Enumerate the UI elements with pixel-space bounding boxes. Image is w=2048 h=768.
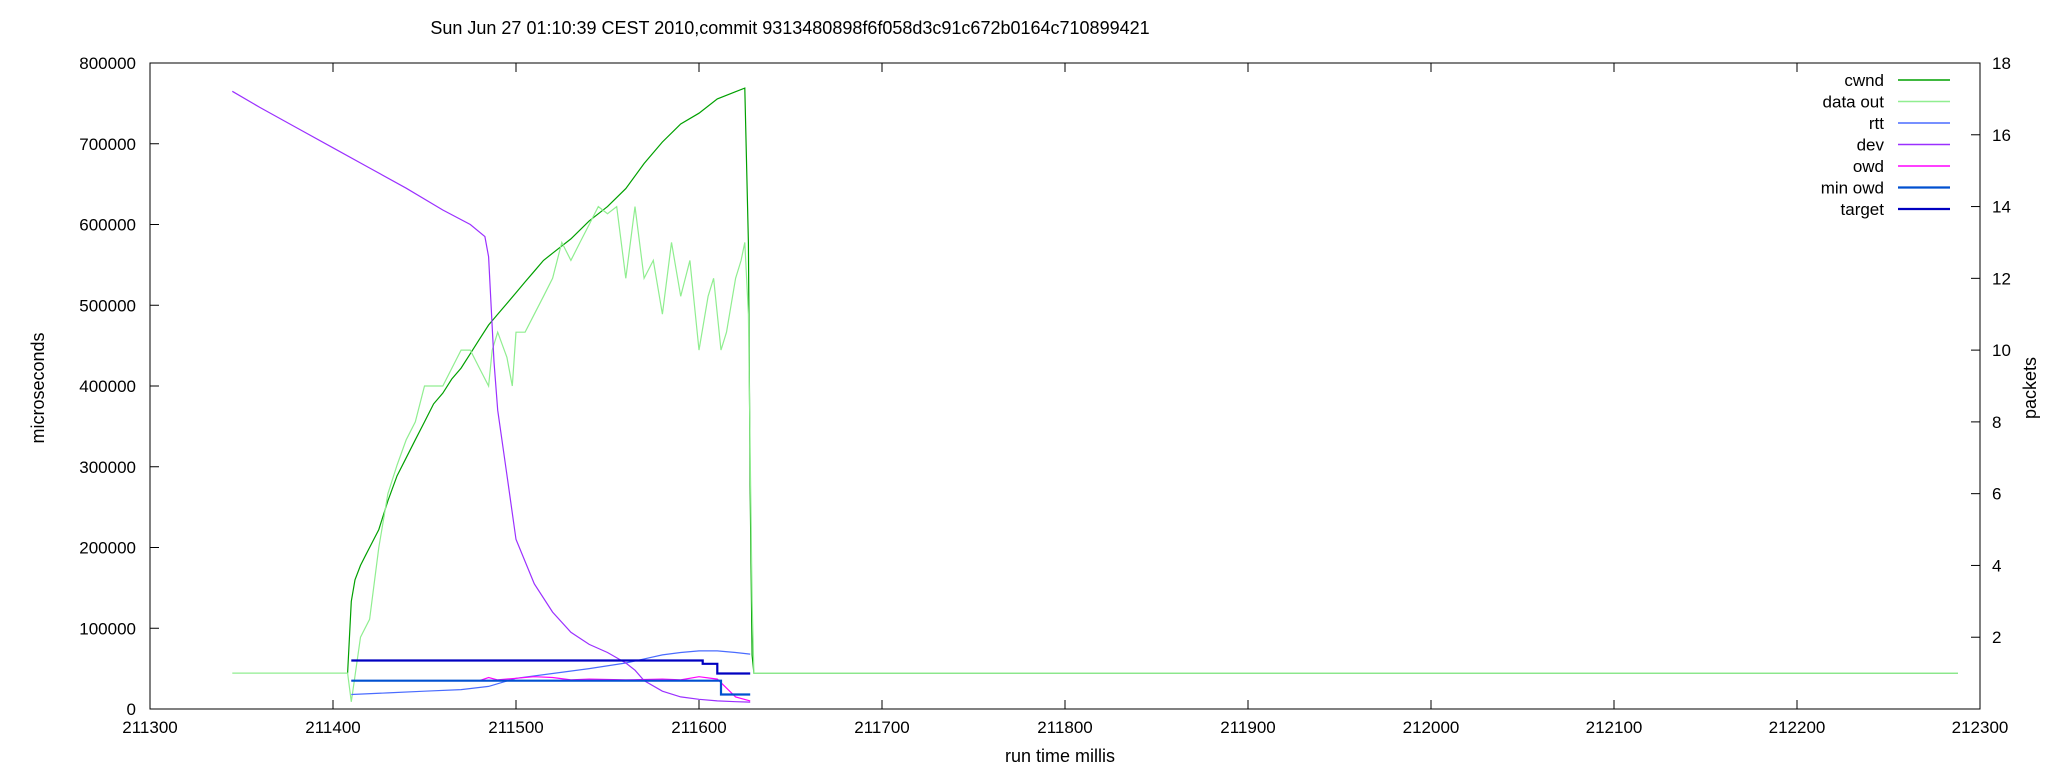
x-tick-label: 211500 <box>488 718 543 737</box>
series-line-rtt <box>351 650 751 696</box>
series-lines <box>231 87 1958 703</box>
x-tick-label: 211900 <box>1220 718 1275 737</box>
legend-label: target <box>1841 200 1885 219</box>
y-axis-label: microseconds <box>28 332 48 443</box>
x-tick-label: 212000 <box>1403 718 1460 737</box>
y-ticks: 0 100000 200000 300000 400000 500000 600000 700… <box>79 54 159 719</box>
series-line-min-owd <box>351 679 751 696</box>
chart-title: Sun Jun 27 01:10:39 CEST 2010,commit 931… <box>430 18 1149 38</box>
y2-tick-label: 4 <box>1992 556 2001 575</box>
x-tick-label: 211800 <box>1037 718 1092 737</box>
series-line-dev <box>231 90 751 703</box>
x-axis-label: run time millis <box>1005 746 1115 766</box>
y2-tick-label: 16 <box>1992 126 2011 145</box>
y2-tick-label: 8 <box>1992 413 2001 432</box>
y-tick-label: 400000 <box>79 377 136 396</box>
series-line-cwnd <box>347 87 1958 674</box>
series-line-data-out <box>232 205 1958 702</box>
legend-label: min owd <box>1821 179 1884 198</box>
legend-label: cwnd <box>1844 71 1884 90</box>
y-tick-label: 800000 <box>79 54 136 73</box>
y2-tick-label: 18 <box>1992 54 2011 73</box>
y-tick-label: 0 <box>127 700 136 719</box>
x-tick-label: 211600 <box>671 718 726 737</box>
legend: cwnd data out rtt dev owd min owd target <box>1821 71 1950 219</box>
x-tick-label: 211400 <box>305 718 360 737</box>
legend-label: data out <box>1823 93 1885 112</box>
legend-label: dev <box>1857 136 1885 155</box>
x-ticks: 211300 211400 211500 211600 211700 211800 2119… <box>122 63 2008 737</box>
y2-tick-label: 6 <box>1992 485 2001 504</box>
y2-ticks: 2 4 6 8 10 12 14 16 18 <box>1971 54 2011 647</box>
y2-axis-label: packets <box>2020 357 2040 419</box>
x-tick-label: 212200 <box>1769 718 1826 737</box>
y2-tick-label: 14 <box>1992 198 2011 217</box>
y-tick-label: 500000 <box>79 296 136 315</box>
legend-label: owd <box>1853 157 1884 176</box>
x-tick-label: 212100 <box>1586 718 1643 737</box>
y-tick-label: 600000 <box>79 216 136 235</box>
series-line-target <box>351 659 751 675</box>
y-tick-label: 300000 <box>79 458 136 477</box>
x-tick-label: 211700 <box>854 718 909 737</box>
x-tick-label: 212300 <box>1952 718 2009 737</box>
legend-label: rtt <box>1869 114 1884 133</box>
y2-tick-label: 12 <box>1992 269 2011 288</box>
y2-tick-label: 10 <box>1992 341 2011 360</box>
y2-tick-label: 2 <box>1992 628 2001 647</box>
y-tick-label: 100000 <box>79 619 136 638</box>
y-tick-label: 700000 <box>79 135 136 154</box>
y-tick-label: 200000 <box>79 539 136 558</box>
x-tick-label: 211300 <box>122 718 177 737</box>
